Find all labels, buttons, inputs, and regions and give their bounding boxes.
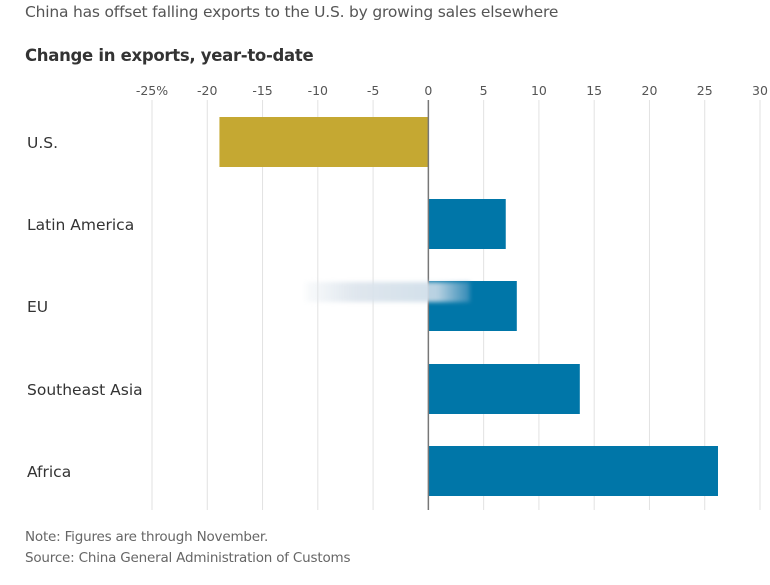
- bar-southeast-asia: [428, 364, 580, 414]
- category-label: Southeast Asia: [27, 381, 143, 399]
- source-note: Source: China General Administration of …: [25, 550, 351, 566]
- footnote: Note: Figures are through November.: [25, 529, 269, 545]
- bars: [219, 117, 718, 496]
- x-tick-label: -10: [308, 83, 328, 98]
- category-label: U.S.: [27, 134, 58, 152]
- x-tick-label: -15: [252, 83, 272, 98]
- x-tick-label: 25: [697, 83, 713, 98]
- x-tick-label: 10: [531, 83, 547, 98]
- x-tick-label: -5: [367, 83, 379, 98]
- x-tick-label: -25%: [136, 83, 168, 98]
- bar-u-s: [219, 117, 429, 167]
- bar-latin-america: [428, 199, 506, 249]
- x-axis-tick-labels: -25% -20 -15 -10 -5 0 5 10 15 20 25 30: [136, 83, 768, 98]
- x-tick-label: 30: [752, 83, 768, 98]
- category-label: Africa: [27, 463, 71, 481]
- x-tick-label: 15: [586, 83, 602, 98]
- x-tick-label: 0: [424, 83, 432, 98]
- bar-africa: [428, 446, 718, 496]
- x-tick-label: 5: [480, 83, 488, 98]
- blurred-watermark: [305, 282, 470, 302]
- category-labels: U.S. Latin America EU Southeast Asia Africa: [27, 134, 143, 481]
- category-label: EU: [27, 298, 48, 316]
- chart-title: Change in exports, year-to-date: [25, 46, 314, 65]
- x-tick-label: -20: [197, 83, 217, 98]
- gridlines: [151, 100, 761, 510]
- x-tick-label: 20: [642, 83, 658, 98]
- category-label: Latin America: [27, 216, 134, 234]
- chart-subtitle: China has offset falling exports to the …: [25, 3, 559, 21]
